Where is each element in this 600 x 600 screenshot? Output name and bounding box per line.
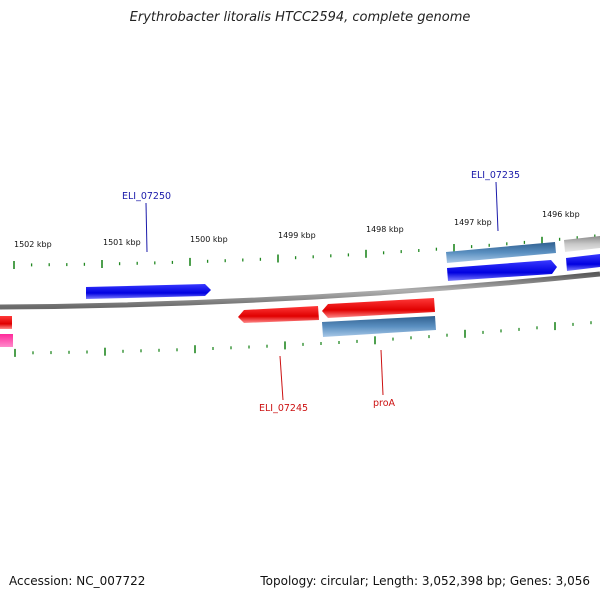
gene-feature-eli-07235[interactable]: [446, 242, 556, 263]
scale-label: 1502 kbp: [14, 240, 52, 249]
scale-label: 1497 kbp: [454, 218, 492, 227]
cds-feature-proa[interactable]: [322, 298, 435, 318]
map-title: Erythrobacter litoralis HTCC2594, comple…: [129, 10, 471, 25]
cds-feature-eli-07235[interactable]: [447, 260, 557, 281]
leader-line-eli-07245: [279, 355, 284, 401]
scale-labels: 1502 kbp 1501 kbp 1500 kbp 1499 kbp 1498…: [14, 210, 580, 249]
gene-label-eli-07250[interactable]: ELI_07250: [122, 191, 171, 202]
feature-rna-left[interactable]: [0, 334, 13, 347]
scale-label: 1499 kbp: [278, 231, 316, 240]
scale-label: 1496 kbp: [542, 210, 580, 219]
feature-blue-right[interactable]: [566, 254, 600, 271]
leader-line-proa: [380, 349, 384, 396]
accession-label: Accession: NC_007722: [9, 574, 146, 588]
scale-label: 1498 kbp: [366, 225, 404, 234]
cds-feature-eli-07245[interactable]: [238, 306, 319, 323]
tick-row-inner: [14, 321, 592, 357]
gene-feature-proa[interactable]: [322, 316, 436, 337]
gene-label-eli-07235[interactable]: ELI_07235: [471, 170, 520, 181]
gene-feature-eli-07250[interactable]: [86, 284, 211, 299]
feature-red-left[interactable]: [0, 316, 12, 329]
leader-line-eli-07250: [145, 202, 148, 253]
genome-backbone: [0, 271, 600, 310]
feature-gray-right[interactable]: [564, 236, 600, 252]
gene-label-eli-07245[interactable]: ELI_07245: [259, 403, 308, 414]
leader-line-eli-07235: [495, 181, 499, 232]
scale-label: 1500 kbp: [190, 235, 228, 244]
scale-label: 1501 kbp: [103, 238, 141, 247]
genome-summary: Topology: circular; Length: 3,052,398 bp…: [260, 574, 590, 588]
tick-row-outer: [13, 234, 596, 269]
gene-label-proa[interactable]: proA: [373, 398, 396, 409]
